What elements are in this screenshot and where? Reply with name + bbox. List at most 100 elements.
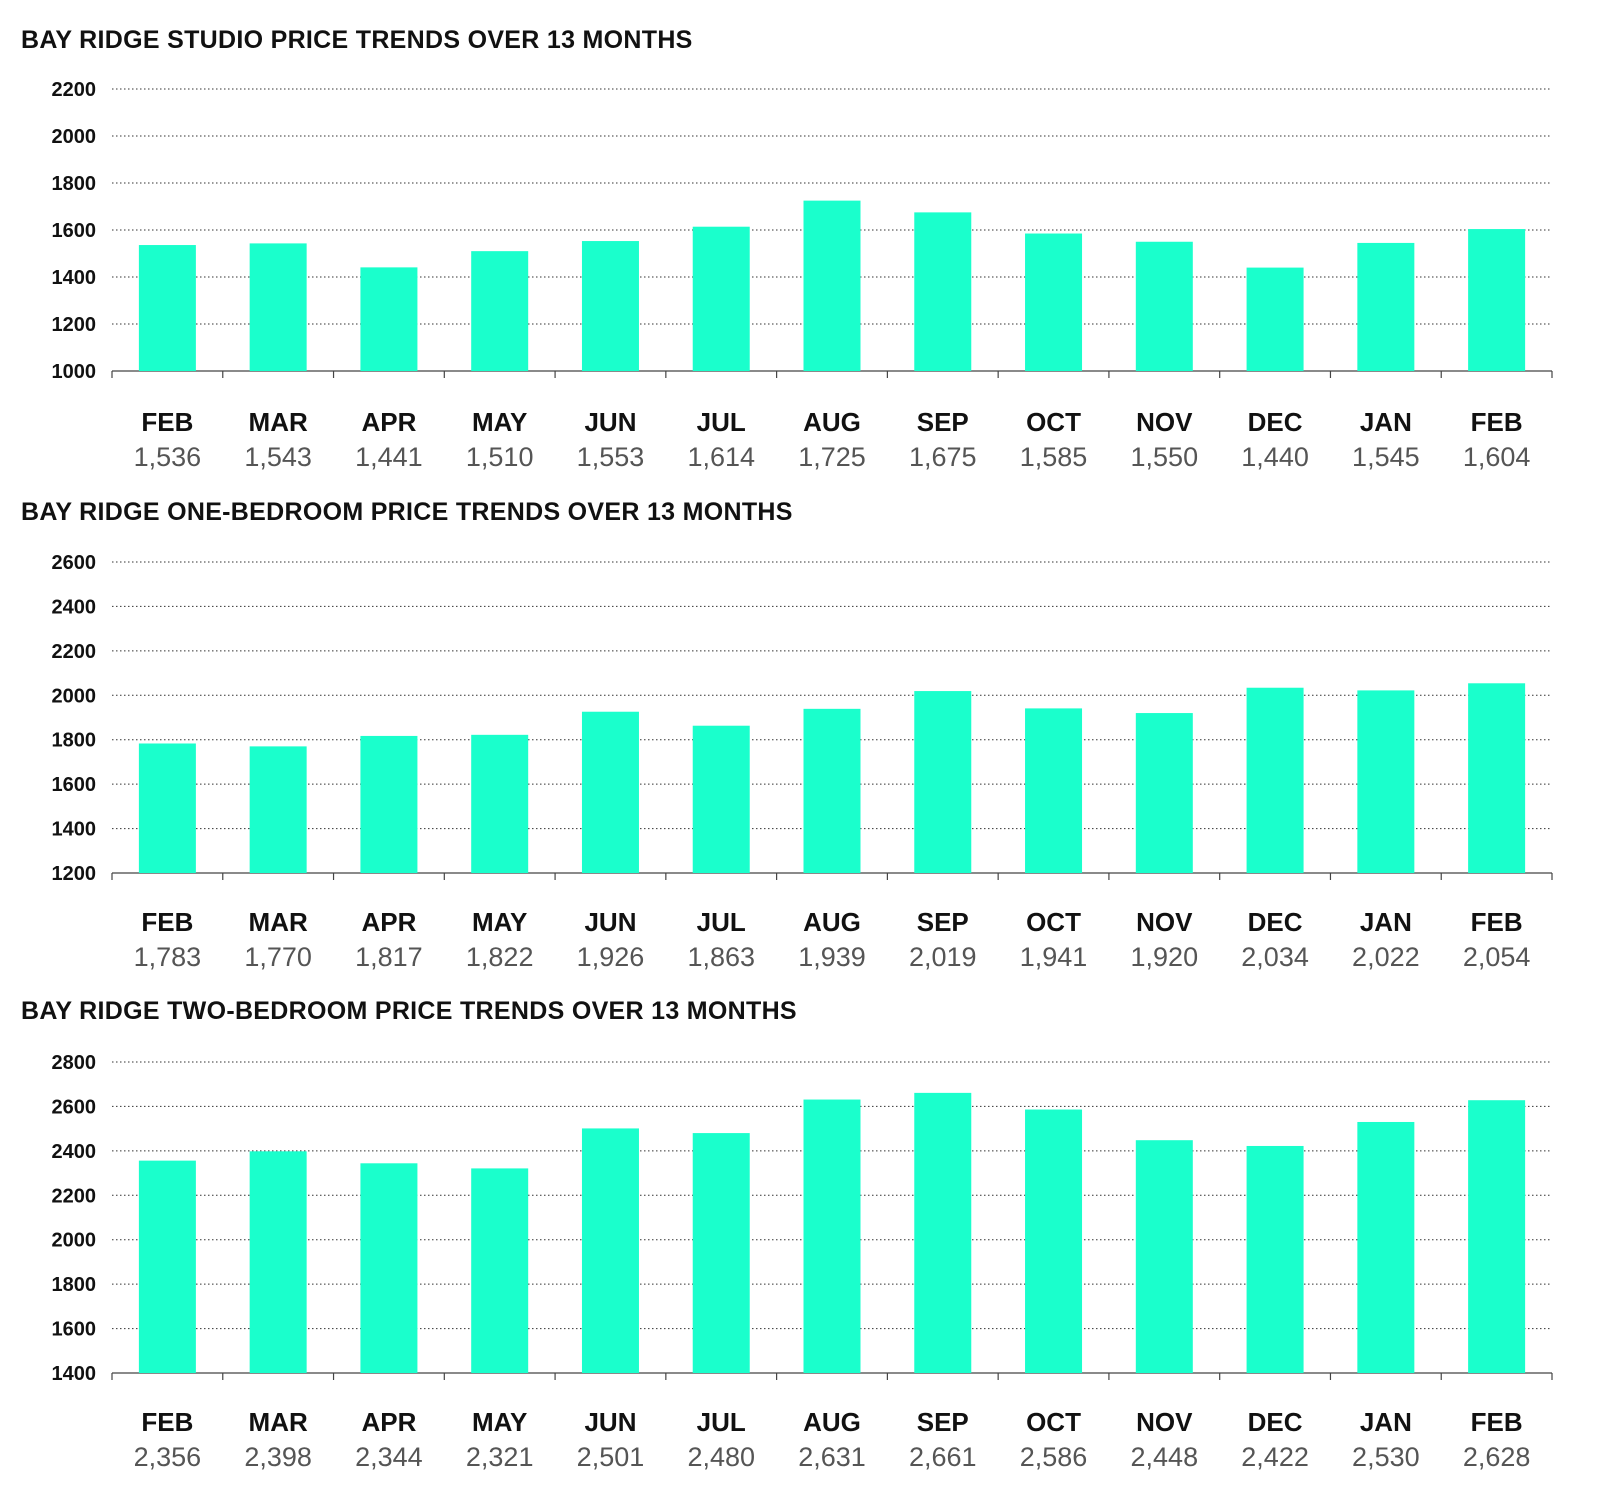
two-bedroom-chart-month-label: SEP	[917, 1407, 969, 1437]
two-bedroom-chart-y-tick-label: 2800	[52, 1052, 97, 1074]
two-bedroom-chart-month-label: MAY	[472, 1407, 527, 1437]
one-bedroom-chart-value-label: 1,941	[1020, 942, 1088, 972]
one-bedroom-chart-month-label: SEP	[917, 907, 969, 937]
one-bedroom-chart-month-label: AUG	[803, 907, 861, 937]
studio-chart-bar	[249, 243, 307, 371]
one-bedroom-chart-value-label: 1,863	[687, 942, 755, 972]
studio-chart-value-label: 1,543	[244, 442, 312, 472]
studio-chart-month-label: JAN	[1360, 407, 1412, 437]
studio-chart-month-label: DEC	[1248, 407, 1303, 437]
one-bedroom-chart-month-label: JAN	[1360, 907, 1412, 937]
two-bedroom-chart-month-label: FEB	[141, 1407, 193, 1437]
studio-chart-y-tick-label: 1800	[52, 173, 97, 195]
one-bedroom-chart-y-tick-label: 1200	[52, 863, 97, 885]
studio-chart-value-label: 1,536	[134, 442, 202, 472]
two-bedroom-chart-value-label: 2,501	[577, 1442, 645, 1472]
one-bedroom-chart-value-label: 1,939	[798, 942, 866, 972]
two-bedroom-chart-month-label: APR	[361, 1407, 416, 1437]
one-bedroom-chart-title: BAY RIDGE ONE-BEDROOM PRICE TRENDS OVER …	[21, 498, 793, 526]
one-bedroom-chart-value-label: 1,920	[1131, 942, 1199, 972]
studio-chart-value-label: 1,614	[687, 442, 755, 472]
studio-chart-value-label: 1,675	[909, 442, 977, 472]
one-bedroom-chart-bar	[1246, 687, 1304, 873]
one-bedroom-chart-value-label: 1,822	[466, 942, 534, 972]
two-bedroom-chart-value-label: 2,480	[687, 1442, 755, 1472]
two-bedroom-chart-value-label: 2,586	[1020, 1442, 1088, 1472]
studio-chart-y-tick-label: 1200	[52, 314, 97, 336]
studio-chart-bar	[581, 241, 639, 371]
studio-chart-month-label: SEP	[917, 407, 969, 437]
one-bedroom-chart-bar	[249, 746, 307, 873]
studio-chart-month-label: FEB	[1471, 407, 1523, 437]
two-bedroom-chart-y-tick-label: 1800	[52, 1274, 97, 1296]
one-bedroom-chart-value-label: 1,926	[577, 942, 645, 972]
one-bedroom-chart-value-label: 2,022	[1352, 942, 1420, 972]
one-bedroom-chart: BAY RIDGE ONE-BEDROOM PRICE TRENDS OVER …	[21, 498, 1553, 972]
two-bedroom-chart: BAY RIDGE TWO-BEDROOM PRICE TRENDS OVER …	[21, 997, 1553, 1472]
studio-chart-value-label: 1,545	[1352, 442, 1420, 472]
one-bedroom-chart-bar	[581, 711, 639, 873]
two-bedroom-chart-bar	[692, 1133, 750, 1373]
studio-chart-bar	[138, 245, 196, 371]
two-bedroom-chart-value-label: 2,448	[1131, 1442, 1199, 1472]
one-bedroom-chart-month-label: FEB	[141, 907, 193, 937]
studio-chart-bar	[1025, 233, 1083, 371]
two-bedroom-chart-bar	[1468, 1100, 1526, 1373]
two-bedroom-chart-value-label: 2,344	[355, 1442, 423, 1472]
one-bedroom-chart-month-label: JUL	[697, 907, 746, 937]
studio-chart-bar	[914, 212, 972, 371]
studio-chart-y-tick-label: 2200	[52, 79, 97, 101]
two-bedroom-chart-y-tick-label: 2000	[52, 1230, 97, 1252]
one-bedroom-chart-y-tick-label: 1800	[52, 730, 97, 752]
one-bedroom-chart-value-label: 2,034	[1241, 942, 1309, 972]
two-bedroom-chart-value-label: 2,422	[1241, 1442, 1309, 1472]
studio-chart-bar	[1246, 267, 1304, 371]
studio-chart-bar	[471, 251, 529, 371]
one-bedroom-chart-bar	[1468, 683, 1526, 873]
two-bedroom-chart-month-label: NOV	[1136, 1407, 1193, 1437]
one-bedroom-chart-month-label: DEC	[1248, 907, 1303, 937]
studio-chart-value-label: 1,441	[355, 442, 423, 472]
studio-chart: BAY RIDGE STUDIO PRICE TRENDS OVER 13 MO…	[21, 26, 1553, 472]
two-bedroom-chart-bar	[138, 1160, 196, 1373]
two-bedroom-chart-y-tick-label: 1600	[52, 1319, 97, 1341]
two-bedroom-chart-month-label: AUG	[803, 1407, 861, 1437]
two-bedroom-chart-y-tick-label: 1400	[52, 1363, 97, 1385]
two-bedroom-chart-month-label: JAN	[1360, 1407, 1412, 1437]
studio-chart-month-label: NOV	[1136, 407, 1193, 437]
studio-chart-value-label: 1,585	[1020, 442, 1088, 472]
studio-chart-bar	[1468, 229, 1526, 371]
two-bedroom-chart-bar	[1246, 1145, 1304, 1373]
studio-chart-bar	[692, 226, 750, 371]
two-bedroom-chart-month-label: JUL	[697, 1407, 746, 1437]
studio-chart-month-label: APR	[361, 407, 416, 437]
two-bedroom-chart-value-label: 2,398	[244, 1442, 312, 1472]
one-bedroom-chart-y-tick-label: 2600	[52, 552, 97, 574]
studio-chart-value-label: 1,604	[1463, 442, 1531, 472]
two-bedroom-chart-month-label: JUN	[584, 1407, 636, 1437]
one-bedroom-chart-bar	[138, 743, 196, 873]
two-bedroom-chart-bar	[1357, 1121, 1415, 1373]
studio-chart-bar	[803, 200, 861, 371]
studio-chart-value-label: 1,510	[466, 442, 534, 472]
studio-chart-bar	[1357, 242, 1415, 371]
two-bedroom-chart-month-label: FEB	[1471, 1407, 1523, 1437]
two-bedroom-chart-value-label: 2,356	[134, 1442, 202, 1472]
studio-chart-month-label: MAY	[472, 407, 527, 437]
two-bedroom-chart-month-label: MAR	[249, 1407, 308, 1437]
two-bedroom-chart-bar	[803, 1099, 861, 1373]
one-bedroom-chart-month-label: OCT	[1026, 907, 1081, 937]
one-bedroom-chart-bar	[360, 735, 418, 873]
studio-chart-value-label: 1,550	[1131, 442, 1199, 472]
studio-chart-y-tick-label: 2000	[52, 126, 97, 148]
two-bedroom-chart-bar	[249, 1151, 307, 1373]
one-bedroom-chart-bar	[1025, 708, 1083, 873]
two-bedroom-chart-y-tick-label: 2600	[52, 1096, 97, 1118]
studio-chart-title: BAY RIDGE STUDIO PRICE TRENDS OVER 13 MO…	[21, 26, 693, 54]
two-bedroom-chart-bar	[581, 1128, 639, 1373]
two-bedroom-chart-value-label: 2,628	[1463, 1442, 1531, 1472]
studio-chart-value-label: 1,553	[577, 442, 645, 472]
one-bedroom-chart-value-label: 2,054	[1463, 942, 1531, 972]
one-bedroom-chart-month-label: JUN	[584, 907, 636, 937]
one-bedroom-chart-bar	[803, 708, 861, 873]
